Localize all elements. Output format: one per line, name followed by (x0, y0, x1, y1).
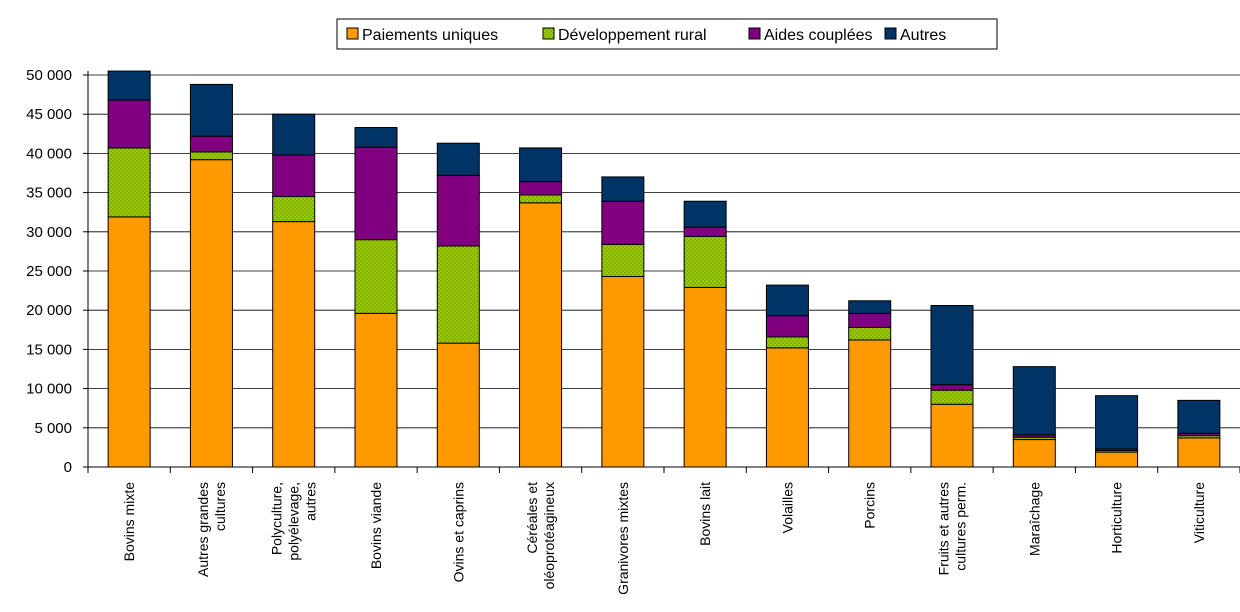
bar-paiements-uniques-porcins (848, 339, 892, 468)
bar-aides-couplees-volailles (765, 315, 809, 338)
bar-paiements-uniques-maraichage (1012, 439, 1056, 468)
legend-swatch-paiements-uniques (346, 27, 359, 40)
y-tick-label: 30 000 (26, 224, 72, 241)
bar-autres-fruits-et-autres-cultures-perm (930, 304, 974, 386)
bar-developpement-rural-porcins (848, 326, 892, 341)
bar-paiements-uniques-viticulture (1177, 437, 1221, 468)
x-category-label: Viticulture (1191, 482, 1207, 543)
bar-developpement-rural-cereales-et-oleoproteagineux (519, 194, 563, 204)
legend-label-autres: Autres (900, 27, 946, 44)
x-category-label: Granivores mixtes (615, 482, 631, 595)
x-category-label: Bovins lait (697, 482, 713, 546)
x-category-label: Bovins viande (368, 482, 384, 569)
y-tick-label: 20 000 (26, 302, 72, 319)
bar-developpement-rural-volailles (765, 336, 809, 349)
y-tick-label: 5 000 (34, 420, 72, 437)
bar-aides-couplees-fruits-et-autres-cultures-perm (930, 384, 974, 391)
gridlines (83, 74, 1240, 468)
legend-swatch-autres (884, 27, 897, 40)
legend-swatch-aides-couplees (748, 27, 761, 40)
bar-paiements-uniques-ovins-et-caprins (436, 342, 480, 468)
bar-autres-viticulture (1177, 399, 1221, 434)
x-category-label: Céréales etoléoprotéagineux (524, 482, 557, 590)
legend-label-developpement-rural: Développement rural (558, 27, 707, 44)
bar-autres-cereales-et-oleoproteagineux (519, 147, 563, 183)
x-category-label: Ovins et caprins (450, 482, 466, 582)
legend-label-aides-couplees: Aides couplées (764, 27, 873, 44)
bar-developpement-rural-polyculture-polyelevage-autres (272, 196, 316, 223)
x-axis-category-labels: Bovins mixte Autres grandescultures Polycu… (121, 482, 1207, 595)
bar-autres-ovins-et-caprins (436, 142, 480, 176)
bar-paiements-uniques-granivores-mixtes (601, 275, 645, 468)
bars (107, 70, 1221, 468)
x-category-label: Maraîchage (1026, 482, 1042, 556)
bar-aides-couplees-bovins-lait (683, 226, 727, 238)
bar-autres-porcins (848, 300, 892, 314)
bar-paiements-uniques-bovins-lait (683, 286, 727, 468)
bar-aides-couplees-cereales-et-oleoproteagineux (519, 181, 563, 196)
bar-developpement-rural-granivores-mixtes (601, 243, 645, 277)
bar-paiements-uniques-horticulture (1095, 451, 1139, 468)
bar-aides-couplees-bovins-mixte (107, 99, 151, 149)
bar-developpement-rural-bovins-viande (354, 239, 398, 314)
bar-autres-horticulture (1095, 395, 1139, 450)
x-category-label: Volailles (779, 482, 795, 533)
x-category-label: Polyculture,polyélevage,autres (269, 482, 319, 561)
bar-paiements-uniques-cereales-et-oleoproteagineux (519, 202, 563, 468)
bar-developpement-rural-autres-grandes-cultures (189, 151, 233, 161)
bar-paiements-uniques-fruits-et-autres-cultures-perm (930, 403, 974, 468)
bar-autres-granivores-mixtes (601, 176, 645, 202)
y-axis-tick-labels: 0 5 000 10 000 15 000 20 000 25 000 30 000 35 0… (26, 67, 72, 476)
chart-legend: Paiements uniques Développement rural Aide… (336, 18, 998, 50)
bar-aides-couplees-bovins-viande (354, 146, 398, 241)
bar-developpement-rural-ovins-et-caprins (436, 245, 480, 344)
bar-developpement-rural-bovins-mixte (107, 147, 151, 218)
bar-paiements-uniques-volailles (765, 347, 809, 468)
bar-developpement-rural-bovins-lait (683, 236, 727, 288)
bar-aides-couplees-polyculture-polyelevage-autres (272, 154, 316, 198)
legend-swatch-developpement-rural (542, 27, 555, 40)
axes (87, 71, 1240, 473)
x-category-label: Porcins (862, 482, 878, 529)
x-category-label: Horticulture (1109, 482, 1125, 554)
bar-aides-couplees-autres-grandes-cultures (189, 135, 233, 153)
bar-autres-bovins-mixte (107, 70, 151, 101)
y-tick-label: 10 000 (26, 381, 72, 398)
bar-autres-bovins-lait (683, 200, 727, 228)
bar-paiements-uniques-bovins-viande (354, 312, 398, 468)
bar-aides-couplees-porcins (848, 312, 892, 328)
bar-autres-volailles (765, 284, 809, 317)
bar-autres-polyculture-polyelevage-autres (272, 113, 316, 156)
y-tick-label: 15 000 (26, 341, 72, 358)
x-category-label: Bovins mixte (121, 482, 137, 562)
bar-autres-bovins-viande (354, 127, 398, 148)
y-tick-label: 25 000 (26, 263, 72, 280)
bar-developpement-rural-fruits-et-autres-cultures-perm (930, 389, 974, 405)
bar-autres-maraichage (1012, 366, 1056, 436)
bar-autres-autres-grandes-cultures (189, 83, 233, 137)
y-tick-label: 40 000 (26, 145, 72, 162)
bar-paiements-uniques-autres-grandes-cultures (189, 159, 233, 468)
bar-aides-couplees-ovins-et-caprins (436, 174, 480, 247)
y-tick-label: 0 (64, 459, 72, 476)
y-tick-label: 50 000 (26, 67, 72, 84)
x-category-label: Fruits et autrescultures perm. (936, 482, 969, 575)
y-tick-label: 35 000 (26, 185, 72, 202)
y-tick-label: 45 000 (26, 106, 72, 123)
bar-paiements-uniques-bovins-mixte (107, 216, 151, 468)
x-category-label: Autres grandescultures (195, 482, 228, 577)
legend-label-paiements-uniques: Paiements uniques (362, 27, 498, 44)
bar-paiements-uniques-polyculture-polyelevage-autres (272, 221, 316, 468)
bar-aides-couplees-granivores-mixtes (601, 200, 645, 245)
